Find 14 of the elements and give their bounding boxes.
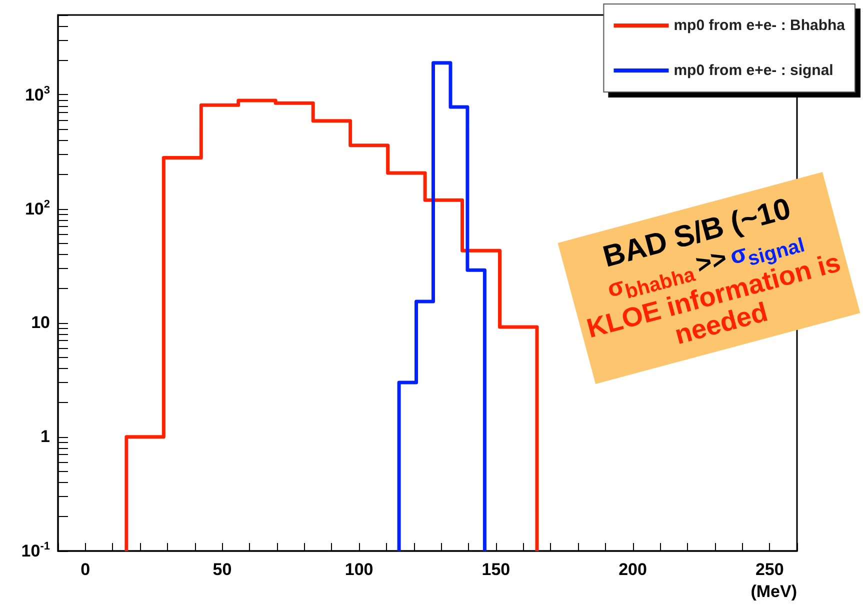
x-tick-label: 0	[80, 560, 90, 579]
y-tick-label: 10	[31, 312, 50, 333]
y-tick-label: 10$^{2}$	[24, 198, 50, 220]
x-tick-label: 100	[344, 560, 374, 579]
y-tick-label: 10$^{-1}$	[21, 540, 50, 562]
x-axis-title: (MeV)	[750, 582, 797, 601]
y-tick-label: 1	[40, 426, 50, 447]
x-tick-label: 50	[212, 560, 232, 579]
legend-label: mp0 from e+e- : signal	[674, 62, 834, 79]
x-tick-label: 200	[618, 560, 647, 579]
legend-label: mp0 from e+e- : Bhabha	[674, 17, 846, 34]
x-tick-label: 150	[482, 560, 510, 579]
y-tick-label: 10$^{3}$	[24, 84, 50, 106]
x-tick-label: 250	[755, 560, 784, 579]
